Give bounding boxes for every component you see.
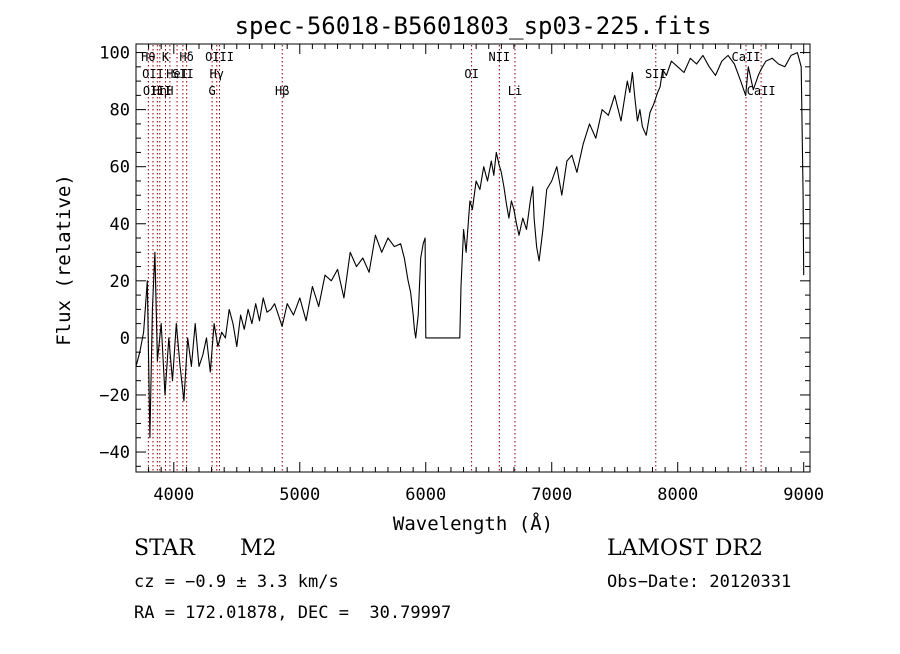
y-tick-label: 80 <box>110 101 130 121</box>
y-axis-label: Flux (relative) <box>53 174 75 346</box>
line-marker-label: OIII <box>205 50 234 64</box>
x-tick-label: 9000 <box>783 485 824 505</box>
series-flux-line <box>135 52 805 439</box>
line-marker: Li <box>508 45 522 472</box>
line-marker-label: CaII <box>747 84 776 98</box>
line-marker-label: SII <box>645 67 667 81</box>
survey-name: LAMOST DR2 <box>607 536 763 561</box>
line-marker: OIII <box>205 45 234 472</box>
object-class: STAR <box>134 536 195 561</box>
line-marker: SII <box>645 45 667 472</box>
x-tick-label: 8000 <box>657 485 698 505</box>
y-tick-label: 40 <box>110 215 130 235</box>
y-tick-label: 20 <box>110 272 130 292</box>
y-tick-label: 60 <box>110 158 130 178</box>
line-marker: Hβ <box>275 45 289 472</box>
redshift-readout: cz = −0.9 ± 3.3 km/s <box>134 572 339 592</box>
line-marker-label: Li <box>508 84 522 98</box>
line-marker: OI <box>464 45 479 472</box>
line-marker-label: Hδ <box>179 50 193 64</box>
line-marker-label: CaII <box>732 50 761 64</box>
y-tick-label: 100 <box>99 44 130 64</box>
y-tick-label: −20 <box>99 386 130 406</box>
x-axis-label: Wavelength (Å) <box>393 512 553 535</box>
line-marker: Hη <box>153 45 167 472</box>
line-marker: OII <box>142 45 164 472</box>
line-marker-label: G <box>208 84 215 98</box>
observation-date: Obs−Date: 20120331 <box>607 572 792 592</box>
line-marker: CaII <box>747 45 776 472</box>
x-tick-label: 5000 <box>279 485 320 505</box>
line-marker-label: SII <box>172 67 194 81</box>
coordinates-readout: RA = 172.01878, DEC = 30.79997 <box>134 603 452 623</box>
line-marker-label: K <box>162 50 170 64</box>
line-marker: Hδ <box>179 45 194 472</box>
line-marker-label: OIII <box>143 84 172 98</box>
x-tick-label: 4000 <box>153 485 194 505</box>
y-axis: −40 −20 0 20 40 60 80 100 <box>99 44 810 467</box>
line-marker: NII <box>488 45 510 472</box>
y-tick-label: −40 <box>99 443 130 463</box>
line-marker: G <box>208 45 216 472</box>
line-marker-label: OI <box>464 67 478 81</box>
line-marker: SII <box>172 45 194 472</box>
y-tick-label: 0 <box>120 329 130 349</box>
line-marker-label: Hθ <box>141 50 155 64</box>
line-marker-label: Hη <box>153 84 167 98</box>
line-marker-label: Hγ <box>210 67 224 81</box>
line-marker-label: NII <box>488 50 510 64</box>
line-marker-label: H <box>166 84 173 98</box>
object-subclass: M2 <box>240 536 277 561</box>
line-marker: CaII <box>732 45 761 472</box>
line-marker: K <box>162 45 170 472</box>
line-marker: Hθ <box>141 45 156 472</box>
line-markers: HθOIIOIIIHηKHHeISIIHδGHγOIIIHβOINIILiSII… <box>141 45 776 472</box>
line-marker: OIII <box>143 45 172 472</box>
x-tick-label: 7000 <box>531 485 572 505</box>
plot-frame <box>135 43 811 473</box>
line-marker-label: Hβ <box>275 84 289 98</box>
line-marker: H <box>166 45 174 472</box>
x-axis: 4000 5000 6000 7000 8000 9000 <box>135 44 824 505</box>
x-tick-label: 6000 <box>405 485 446 505</box>
line-marker: Hγ <box>210 45 224 472</box>
chart-title: spec-56018-B5601803_sp03-225.fits <box>235 12 712 40</box>
line-marker-label: OII <box>142 67 164 81</box>
